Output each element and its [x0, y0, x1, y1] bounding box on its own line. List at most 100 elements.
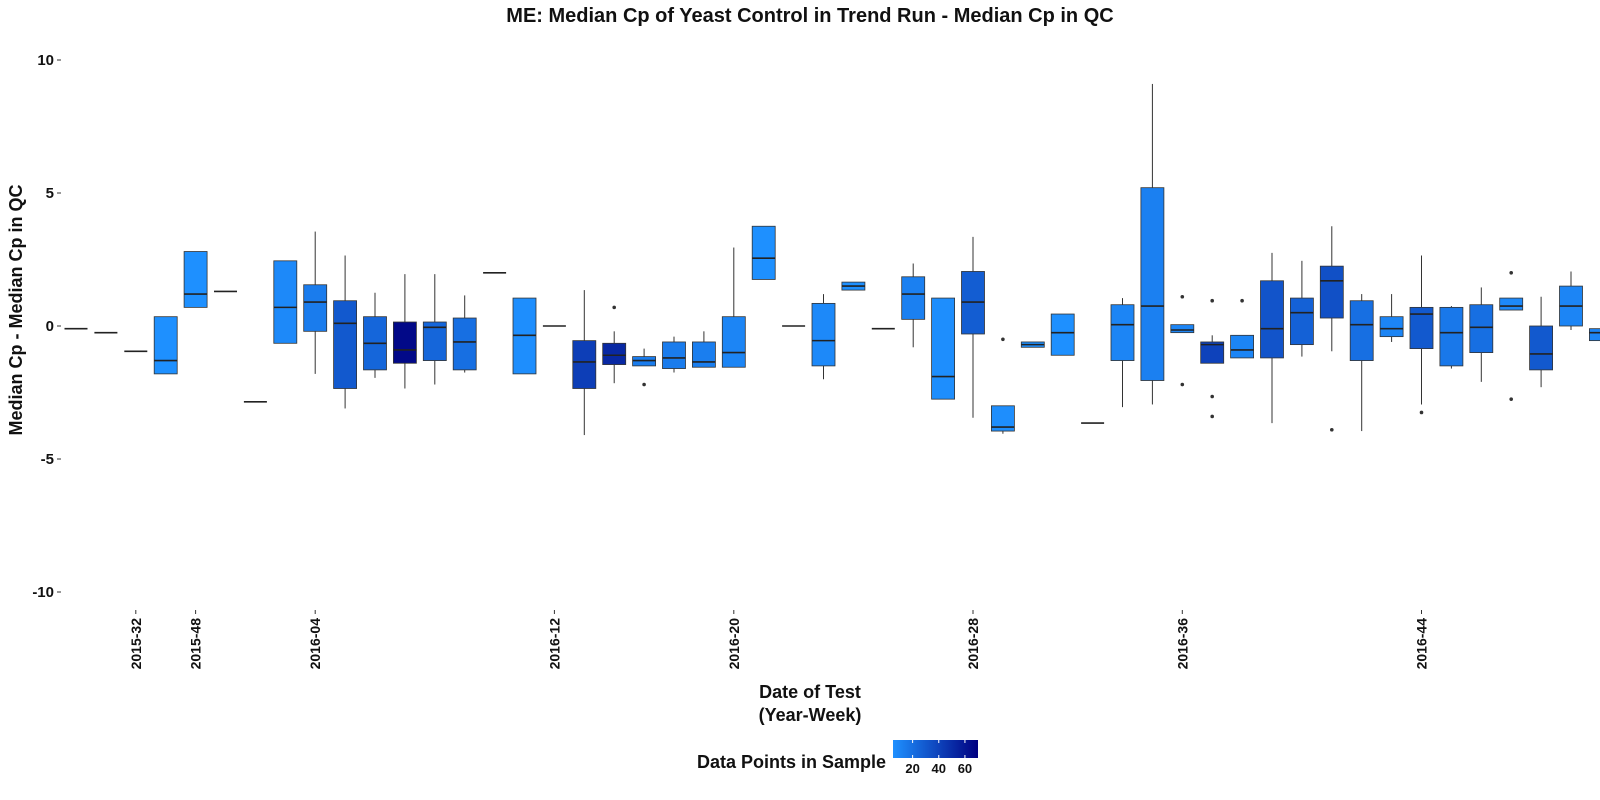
box-group	[183, 251, 208, 308]
box-body	[662, 341, 686, 369]
y-tick-label: 0	[46, 318, 54, 335]
box-group	[961, 236, 985, 418]
legend-tick-label: 60	[958, 761, 972, 776]
box-body	[183, 251, 208, 308]
box-group	[1319, 226, 1344, 432]
box-body	[1589, 328, 1600, 342]
box-body	[1050, 313, 1075, 356]
box-body	[303, 284, 328, 332]
outlier-point	[1210, 394, 1214, 399]
box-body	[1499, 297, 1524, 311]
box-body	[1469, 304, 1494, 354]
box-body	[273, 260, 298, 344]
legend-colorbar	[893, 740, 978, 758]
box-group	[841, 281, 866, 291]
box-body	[1110, 304, 1135, 361]
box-group	[632, 348, 656, 387]
legend-title: Data Points in Sample	[697, 752, 886, 772]
box-body	[1290, 297, 1314, 346]
box-body	[333, 300, 358, 389]
box-group	[1559, 271, 1583, 330]
box-body	[153, 316, 178, 375]
box-group	[1110, 298, 1135, 408]
box-group	[1020, 341, 1045, 348]
box-group	[1499, 271, 1524, 401]
outlier-point	[1240, 298, 1244, 303]
box-group	[811, 294, 836, 380]
legend: Data Points in Sample 20 40 60	[697, 740, 978, 776]
box-body	[1140, 187, 1165, 381]
x-axis-label-line1: Date of Test	[759, 682, 861, 702]
box-group	[1439, 306, 1464, 369]
box-group	[1170, 294, 1195, 387]
y-axis-label: Median Cp - Median Cp in QC	[6, 185, 26, 436]
box-body	[452, 317, 477, 371]
box-group	[363, 292, 387, 378]
box-group	[392, 274, 417, 389]
box-group	[991, 337, 1015, 434]
legend-ticks: 20 40 60	[905, 740, 972, 776]
boxplot-series	[64, 83, 1600, 436]
x-tick-label: 2015-32	[128, 618, 144, 670]
box-body	[931, 297, 955, 400]
box-group	[1230, 298, 1254, 359]
box-group	[1589, 328, 1600, 342]
box-group	[692, 331, 716, 368]
box-group	[273, 260, 298, 344]
y-tick-label: 10	[37, 52, 54, 69]
box-group	[1140, 83, 1165, 405]
box-body	[811, 302, 836, 367]
box-body	[991, 405, 1015, 432]
box-body	[1349, 300, 1374, 361]
x-tick-label: 2016-28	[965, 618, 981, 670]
x-axis-label-line2: (Year-Week)	[759, 705, 862, 725]
outlier-point	[1180, 294, 1185, 299]
chart-title: ME: Median Cp of Yeast Control in Trend …	[506, 5, 1113, 27]
box-body	[751, 225, 776, 280]
outlier-point	[1001, 337, 1005, 342]
box-body	[1170, 324, 1195, 334]
box-body	[1439, 306, 1464, 367]
box-group	[303, 231, 328, 374]
box-body	[392, 321, 417, 364]
y-tick-label: -5	[41, 451, 54, 468]
box-group	[153, 316, 178, 375]
y-tick-label: 5	[46, 185, 54, 202]
box-body	[692, 341, 716, 368]
box-body	[1319, 265, 1344, 319]
box-group	[422, 274, 447, 385]
box-body	[572, 340, 597, 389]
box-group	[512, 297, 537, 375]
box-body	[1260, 280, 1284, 359]
box-group	[572, 290, 597, 436]
box-group	[721, 247, 746, 368]
x-tick-label: 2016-12	[546, 618, 562, 670]
x-tick-label: 2016-36	[1174, 618, 1190, 670]
x-tick-label: 2015-48	[188, 618, 204, 670]
box-group	[931, 297, 955, 400]
box-body	[1529, 325, 1553, 371]
box-group	[1529, 296, 1553, 388]
box-group	[662, 336, 686, 373]
box-body	[1200, 341, 1225, 364]
x-tick-label: 2016-04	[307, 618, 323, 670]
x-tick-label: 2016-20	[726, 618, 742, 670]
outlier-point	[612, 305, 616, 310]
box-body	[602, 342, 627, 365]
box-group	[1260, 252, 1284, 424]
box-group	[901, 263, 926, 348]
outlier-point	[1419, 410, 1424, 415]
box-group	[1349, 294, 1374, 432]
box-group	[452, 295, 477, 373]
outlier-point	[1180, 382, 1185, 387]
box-group	[1469, 287, 1494, 382]
outlier-point	[642, 382, 646, 387]
outlier-point	[1509, 271, 1513, 275]
outlier-point	[1330, 427, 1334, 432]
box-body	[721, 316, 746, 368]
box-group	[333, 255, 358, 409]
box-body	[422, 321, 447, 361]
box-group	[602, 305, 627, 384]
x-tick-label: 2016-44	[1414, 618, 1430, 670]
